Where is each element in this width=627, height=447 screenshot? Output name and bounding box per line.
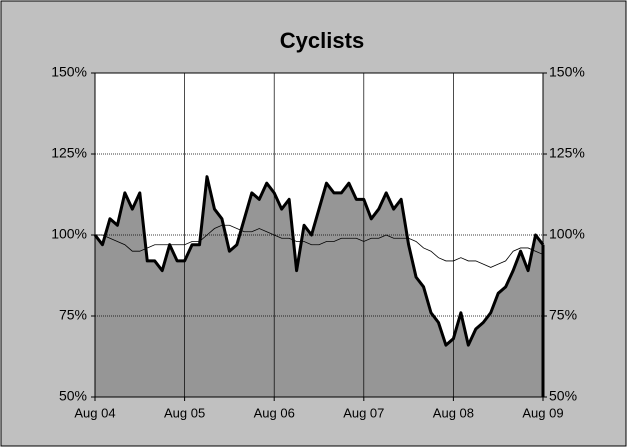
x-tick-label: Aug 04	[74, 405, 115, 420]
chart-title: Cyclists	[280, 28, 364, 53]
x-tick-label: Aug 08	[433, 405, 474, 420]
x-tick-label: Aug 06	[254, 405, 295, 420]
y2-tick-label: 100%	[549, 226, 585, 242]
y2-tick-label: 75%	[549, 307, 577, 323]
y-tick-label: 100%	[51, 226, 87, 242]
y2-tick-label: 125%	[549, 145, 585, 161]
y2-tick-label: 150%	[549, 64, 585, 80]
x-tick-label: Aug 07	[343, 405, 384, 420]
y-tick-label: 75%	[59, 307, 87, 323]
plot-border	[94, 72, 544, 398]
y-tick-label: 125%	[51, 145, 87, 161]
line	[95, 224, 544, 268]
x-tick-label: Aug 05	[164, 405, 205, 420]
x-tick-label: Aug 09	[522, 405, 563, 420]
area	[95, 176, 543, 397]
y2-tick-label: 50%	[549, 388, 577, 404]
y-tick-label: 50%	[59, 388, 87, 404]
y-tick-label: 150%	[51, 64, 87, 80]
